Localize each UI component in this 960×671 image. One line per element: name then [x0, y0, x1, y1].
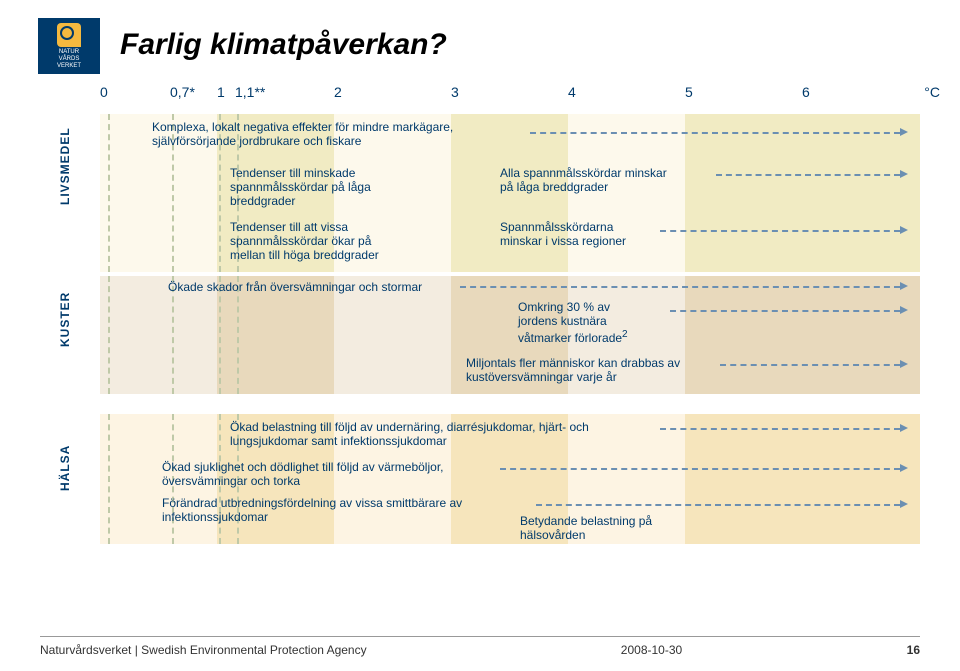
row-label: KUSTER: [58, 317, 72, 347]
row-body: Komplexa, lokalt negativa effekter för m…: [100, 114, 920, 272]
chart-text: Ökad belastning till följd av undernärin…: [230, 420, 670, 448]
chart-text: Betydande belastning påhälsovården: [520, 514, 720, 542]
scale-tick: 1: [217, 84, 225, 100]
row-body: Ökade skador från översvämningar och sto…: [100, 276, 920, 394]
scale-tick: 4: [568, 84, 576, 100]
logo: NATURVÅRDSVERKET: [38, 18, 100, 74]
arrow-head-icon: [900, 360, 908, 368]
scale: 00,7*11,1**23456°C: [100, 84, 920, 108]
arrow-line: [536, 504, 900, 506]
row-body: Ökad belastning till följd av undernärin…: [100, 414, 920, 544]
footer-page: 16: [907, 643, 920, 657]
arrow-head-icon: [900, 128, 908, 136]
arrow-head-icon: [900, 464, 908, 472]
arrow-head-icon: [900, 170, 908, 178]
arrow-head-icon: [900, 226, 908, 234]
chart-text: Tendenser till att vissaspannmålsskördar…: [230, 220, 440, 262]
column-bg: [685, 414, 920, 544]
guide-line: [108, 276, 110, 394]
page-title: Farlig klimatpåverkan?: [120, 28, 447, 62]
guide-line: [108, 414, 110, 544]
arrow-line: [660, 230, 900, 232]
chart-text: Förändrad utbredningsfördelning av vissa…: [162, 496, 542, 524]
scale-tick: 5: [685, 84, 693, 100]
row-label: LIVSMEDEL: [58, 175, 72, 205]
chart-text: Miljontals fler människor kan drabbas av…: [466, 356, 766, 384]
chart-text: Tendenser till minskadespannmålsskördar …: [230, 166, 430, 208]
row-label: HÄLSA: [58, 461, 72, 491]
scale-tick: 0,7*: [170, 84, 195, 100]
logo-text: NATURVÅRDSVERKET: [57, 49, 81, 70]
arrow-line: [500, 468, 900, 470]
arrow-head-icon: [900, 500, 908, 508]
scale-tick: 6: [802, 84, 810, 100]
chart-text: Alla spannmålsskördar minskarpå låga bre…: [500, 166, 730, 194]
guide-line: [108, 114, 110, 272]
chart-text: Ökade skador från översvämningar och sto…: [168, 280, 488, 294]
scale-tick: 3: [451, 84, 459, 100]
arrow-line: [720, 364, 900, 366]
footer-source: Naturvårdsverket | Swedish Environmental…: [40, 643, 367, 657]
chart-text: Ökad sjuklighet och dödlighet till följd…: [162, 460, 522, 488]
arrow-head-icon: [900, 306, 908, 314]
footer-date: 2008-10-30: [621, 643, 682, 657]
chart: 00,7*11,1**23456°C LIVSMEDELKomplexa, lo…: [60, 84, 920, 584]
arrow-line: [670, 310, 900, 312]
scale-tick: 1,1**: [235, 84, 265, 100]
chart-text: Spannmålsskördarnaminskar i vissa region…: [500, 220, 700, 248]
arrow-line: [660, 428, 900, 430]
arrow-line: [530, 132, 900, 134]
footer: Naturvårdsverket | Swedish Environmental…: [40, 636, 920, 657]
arrow-head-icon: [900, 282, 908, 290]
chart-text: Komplexa, lokalt negativa effekter för m…: [152, 120, 512, 148]
arrow-head-icon: [900, 424, 908, 432]
arrow-line: [460, 286, 900, 288]
scale-unit: °C: [924, 84, 940, 100]
scale-tick: 2: [334, 84, 342, 100]
arrow-line: [716, 174, 900, 176]
leaf-icon: [57, 23, 81, 47]
chart-text: Omkring 30 % avjordens kustnäravåtmarker…: [518, 300, 718, 345]
scale-tick: 0: [100, 84, 108, 100]
